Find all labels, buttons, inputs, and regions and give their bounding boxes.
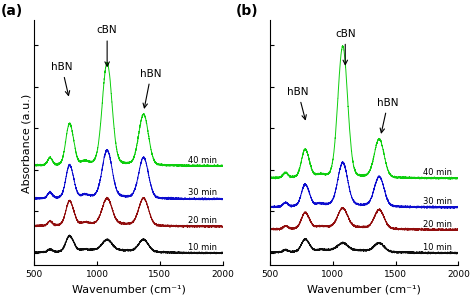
Text: (b): (b) <box>236 4 258 18</box>
Text: 10 min: 10 min <box>188 243 217 252</box>
Text: 40 min: 40 min <box>188 156 217 165</box>
Y-axis label: Absorbance (a.u.): Absorbance (a.u.) <box>21 93 31 193</box>
Text: (a): (a) <box>0 4 23 18</box>
Text: 10 min: 10 min <box>423 242 452 251</box>
Text: hBN: hBN <box>140 68 162 108</box>
Text: 20 min: 20 min <box>188 216 217 225</box>
Text: cBN: cBN <box>97 25 118 66</box>
Text: 30 min: 30 min <box>423 197 452 206</box>
Text: hBN: hBN <box>287 87 309 120</box>
Text: 30 min: 30 min <box>188 188 217 197</box>
Text: 40 min: 40 min <box>423 168 452 177</box>
X-axis label: Wavenumber (cm⁻¹): Wavenumber (cm⁻¹) <box>72 285 185 295</box>
X-axis label: Wavenumber (cm⁻¹): Wavenumber (cm⁻¹) <box>307 285 421 295</box>
Text: 20 min: 20 min <box>423 220 452 229</box>
Text: hBN: hBN <box>377 98 399 133</box>
Text: cBN: cBN <box>335 29 356 65</box>
Text: hBN: hBN <box>51 62 73 95</box>
